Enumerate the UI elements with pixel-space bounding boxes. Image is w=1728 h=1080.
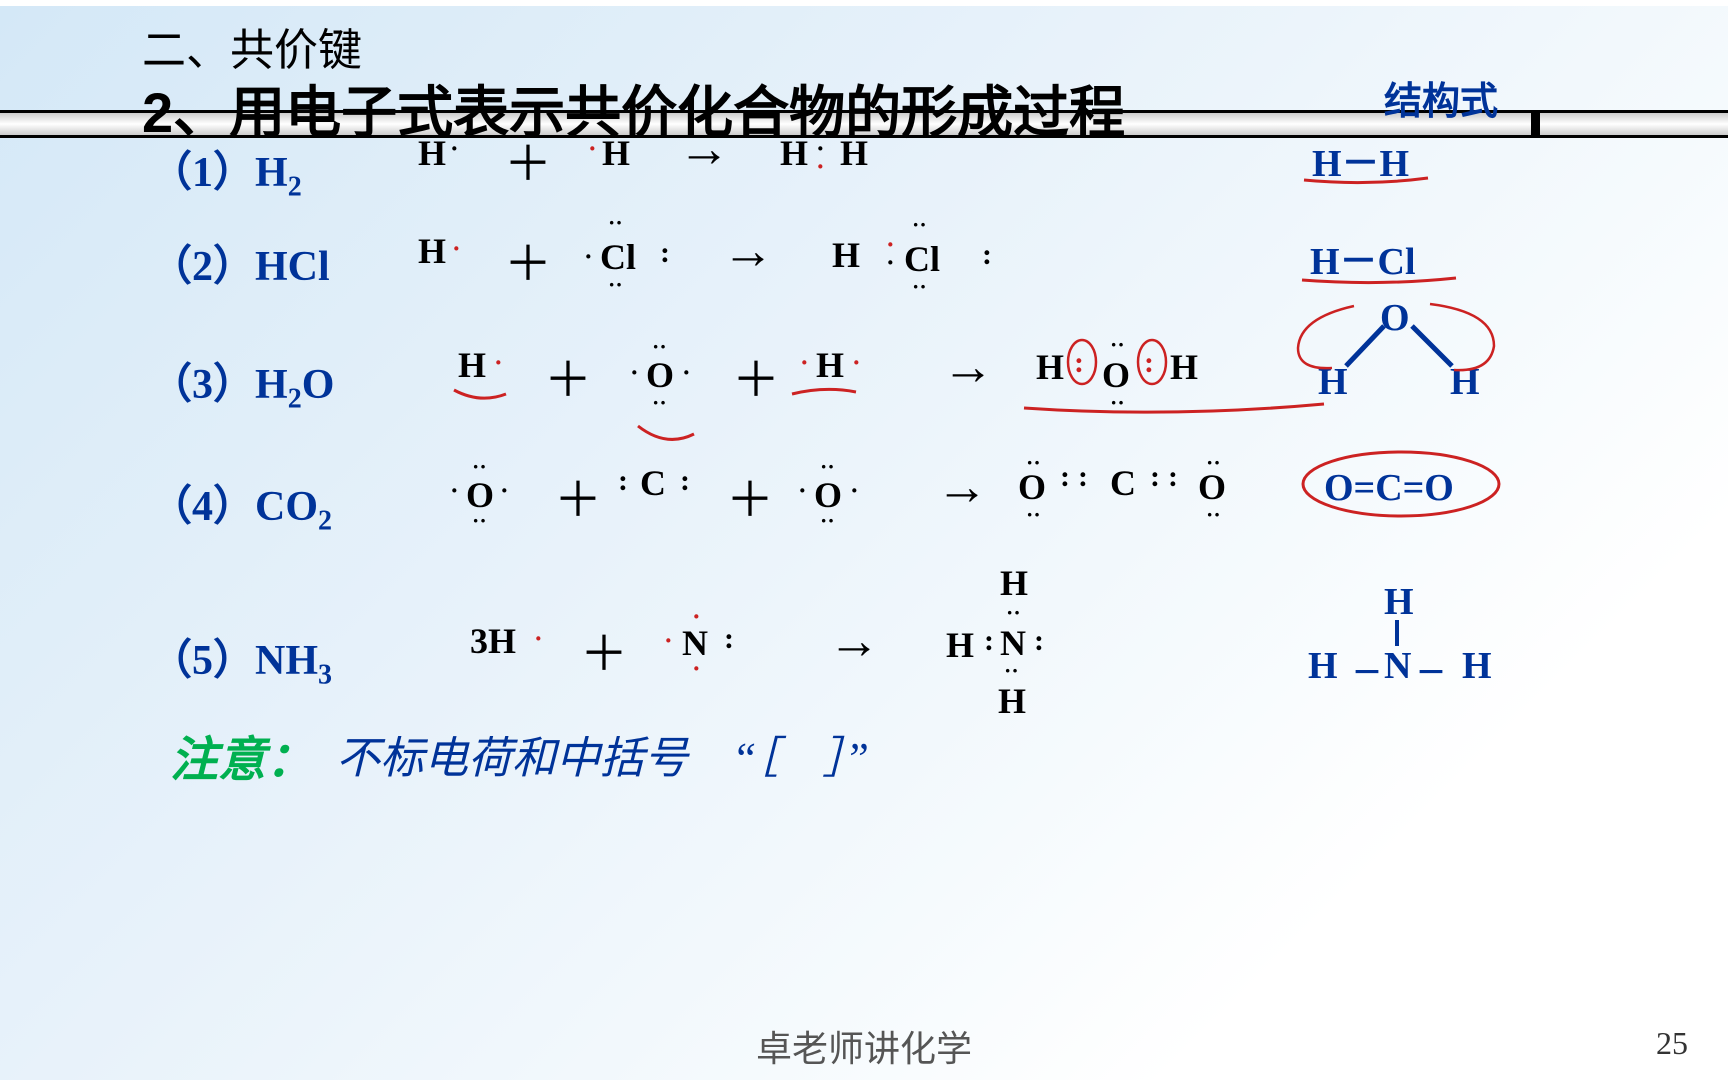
row5-struct-dashL: － — [1352, 648, 1382, 692]
row2-plus: ＋ — [504, 224, 552, 294]
row4-prod-C: C — [1110, 462, 1136, 504]
row3-O-under-mark-icon — [632, 422, 702, 452]
row5-prod-Hl: H — [946, 624, 974, 666]
row5-struct-Hl: H — [1308, 644, 1338, 688]
watermark-text: 卓老师讲化学 — [756, 1020, 972, 1072]
row3-O-dotR: · — [682, 360, 691, 386]
row5-prod-Ht: H — [1000, 562, 1028, 604]
row3-prod-H2: H — [1170, 346, 1198, 388]
row4-prod-O2-dotsB: ·· — [1206, 504, 1221, 526]
row4-plus2: ＋ — [726, 460, 774, 530]
row2-Cl-dotsT: ·· — [608, 212, 623, 234]
row4-O2-dotsB: ·· — [820, 510, 835, 532]
row3-prod-pair2: : — [1144, 348, 1154, 378]
row4-O2-dotR: · — [850, 478, 859, 504]
row3-prod-H1: H — [1036, 346, 1064, 388]
row2-arrow: → — [722, 222, 774, 281]
row5-prod-pairB: ·· — [1004, 660, 1019, 682]
structural-label: 结构式 — [1384, 70, 1498, 125]
row2-prod-dot2: · — [886, 250, 895, 276]
row5-struct-Ht: H — [1384, 580, 1414, 624]
row4-structural: O=C=O — [1324, 466, 1454, 510]
row4-C: C — [640, 462, 666, 504]
main-title: 2、用电子式表示共价化合物的形成过程 — [142, 68, 1125, 149]
row2-label: （2）HCl — [150, 232, 330, 293]
row2-H: H — [418, 230, 446, 272]
row5-N-dotsR: : — [724, 624, 734, 654]
row3-O-dotL: · — [630, 360, 639, 386]
banner-right-cap — [1531, 110, 1540, 138]
row3-struct-H1: H — [1318, 360, 1348, 404]
row4-plus1: ＋ — [554, 460, 602, 530]
row5-struct-Hr: H — [1462, 644, 1492, 688]
row5-prod-pairT: ·· — [1006, 602, 1021, 624]
row4-C-dotsL: : — [618, 466, 628, 496]
row5-N-dotB: · — [692, 656, 701, 682]
row5-N-dotL: · — [664, 628, 673, 654]
row2-Cl-dotsR: : — [660, 238, 670, 268]
row3-H2-mark-icon — [790, 384, 860, 400]
row3-underline-icon — [1020, 398, 1330, 420]
row5-prod-pairR: : — [1034, 626, 1044, 656]
row3-arrow: → — [942, 338, 994, 397]
row5-3H: 3H — [470, 620, 516, 662]
row3-H1-dot: · — [494, 350, 503, 376]
row4-O2-dotL: · — [798, 478, 807, 504]
row4-prod-pair2b: : — [1168, 462, 1178, 492]
row3-H1: H — [458, 344, 486, 386]
row2-H-dot: · — [452, 236, 461, 262]
row5-struct-N: N — [1384, 644, 1411, 688]
row3-O-dotsB: ·· — [652, 392, 667, 414]
row5-prod-pairL: : — [984, 626, 994, 656]
row5-3H-dot: · — [534, 626, 543, 652]
row5-arrow: → — [828, 612, 880, 671]
row3-H2-dotR: · — [852, 350, 861, 376]
top-crop — [0, 0, 1728, 6]
row1-prod-dot2: · — [816, 154, 825, 180]
row2-prod-dotsB: ·· — [912, 276, 927, 298]
row4-prod-pair2a: : — [1150, 462, 1160, 492]
row5-struct-dashR: － — [1416, 648, 1446, 692]
row5-label: （5）NH3 — [150, 626, 332, 691]
row1-structural: H－H — [1312, 132, 1409, 187]
row2-Cl-dotL: · — [584, 244, 593, 270]
row2-prod-dotsR: : — [982, 240, 992, 270]
row2-structural: H－Cl — [1310, 230, 1416, 285]
row4-O1-dotL: · — [450, 478, 459, 504]
row4-prod-pair1b: : — [1078, 462, 1088, 492]
note-label: 注意： — [170, 720, 314, 790]
row3-H2-dotL: · — [800, 350, 809, 376]
row4-prod-pair1a: : — [1060, 462, 1070, 492]
row3-prod-O-dotsB: ·· — [1110, 392, 1125, 414]
row3-struct-O: O — [1380, 296, 1410, 340]
row4-O1-dotR: · — [500, 478, 509, 504]
row5-prod-Hb: H — [998, 680, 1026, 722]
row4-C-dotsR: : — [680, 466, 690, 496]
row3-plus2: ＋ — [732, 340, 780, 410]
row4-O1-dotsB: ·· — [472, 510, 487, 532]
row3-struct-H2: H — [1450, 360, 1480, 404]
row3-prod-pair1: : — [1074, 348, 1084, 378]
row2-prod-dotsT: ·· — [912, 214, 927, 236]
row2-Cl-dotsB: ·· — [608, 274, 623, 296]
row3-label: （3）H2O — [150, 350, 334, 415]
row4-prod-O1-dotsB: ·· — [1026, 504, 1041, 526]
row3-plus1: ＋ — [544, 340, 592, 410]
page-number: 25 — [1656, 1025, 1688, 1062]
row4-label: （4）CO2 — [150, 472, 332, 537]
row2-prod-H: H — [832, 234, 860, 276]
row3-H2: H — [816, 344, 844, 386]
slide-page: 二、共价键 2、用电子式表示共价化合物的形成过程 结构式 （1）H2 H · ＋… — [0, 0, 1728, 1080]
row3-prod-O-dotsT: ·· — [1110, 334, 1125, 356]
row4-arrow: → — [936, 458, 988, 517]
row5-plus: ＋ — [580, 614, 628, 684]
note-text: 不标电荷和中括号 “［ ］” — [336, 722, 869, 786]
row3-H1-mark-icon — [450, 386, 510, 406]
